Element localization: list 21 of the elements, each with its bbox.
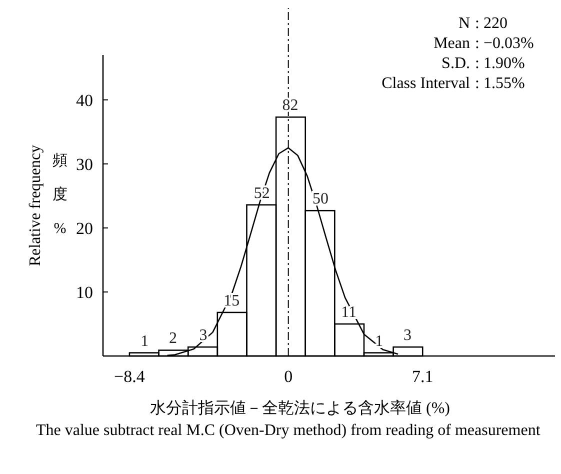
x-tick-label: 0 (284, 367, 293, 386)
annotation: 1 (375, 332, 384, 350)
x-tick-label: 7.1 (412, 367, 434, 386)
y-tick-label: 10 (76, 282, 93, 302)
y-tick-label: 30 (76, 154, 93, 174)
annotation: 3 (403, 327, 412, 344)
y-tick-label: 40 (76, 90, 93, 110)
x-tick-label: −8.4 (114, 367, 146, 386)
x-axis-title: 水分計指示値－全乾法による含水率値 (%) (150, 399, 450, 417)
annotation: 1 (140, 332, 149, 350)
y-axis-title: Relative frequency (27, 144, 44, 266)
annotation: 2 (168, 330, 177, 348)
text: N : 220 (458, 15, 508, 32)
annotation: Class Interval : 1.55% (382, 75, 525, 92)
annotation: 82 (282, 97, 298, 114)
y-tick-label: 20 (76, 218, 93, 238)
annotation: 3 (199, 327, 208, 344)
text: The value subtract real M.C (Oven-Dry method) from reading of measurement (36, 421, 542, 441)
text: Mean : −0.03% (434, 35, 534, 52)
annotation: S.D. : 1.90% (442, 55, 525, 72)
text: 頻度% (52, 153, 68, 237)
